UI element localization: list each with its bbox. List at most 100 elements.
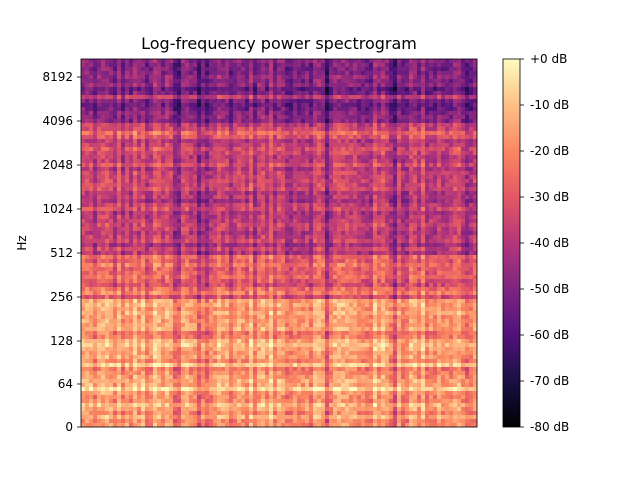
spectrogram-cell bbox=[469, 243, 474, 248]
spectrogram-cell bbox=[445, 143, 450, 148]
spectrogram-cell bbox=[257, 127, 262, 132]
spectrogram-cell bbox=[449, 123, 454, 128]
spectrogram-cell bbox=[129, 75, 134, 80]
spectrogram-cell bbox=[405, 83, 410, 88]
spectrogram-cell bbox=[101, 147, 106, 152]
spectrogram-cell bbox=[281, 67, 286, 72]
spectrogram-cell bbox=[353, 171, 358, 176]
spectrogram-cell bbox=[193, 131, 198, 136]
spectrogram-cell bbox=[225, 119, 230, 124]
spectrogram-cell bbox=[113, 159, 118, 164]
spectrogram-cell bbox=[437, 219, 442, 224]
spectrogram-cell bbox=[385, 123, 390, 128]
spectrogram-cell bbox=[445, 115, 450, 120]
spectrogram-cell bbox=[441, 219, 446, 224]
spectrogram-cell bbox=[297, 131, 302, 136]
spectrogram-cell bbox=[177, 239, 182, 244]
spectrogram-cell bbox=[377, 231, 382, 236]
spectrogram-cell bbox=[185, 83, 190, 88]
spectrogram-cell bbox=[169, 235, 174, 240]
spectrogram-cell bbox=[389, 243, 394, 248]
spectrogram-cell bbox=[469, 223, 474, 228]
spectrogram-cell bbox=[285, 163, 290, 168]
spectrogram-cell bbox=[137, 215, 142, 220]
spectrogram-cell bbox=[425, 239, 430, 244]
spectrogram-cell bbox=[453, 127, 458, 132]
spectrogram-cell bbox=[321, 155, 326, 160]
spectrogram-cell bbox=[369, 243, 374, 248]
spectrogram-cell bbox=[433, 171, 438, 176]
spectrogram-cell bbox=[89, 179, 94, 184]
spectrogram-cell bbox=[389, 191, 394, 196]
spectrogram-cell bbox=[333, 155, 338, 160]
spectrogram-cell bbox=[341, 159, 346, 164]
spectrogram-cell bbox=[257, 163, 262, 168]
spectrogram-cell bbox=[149, 247, 154, 252]
spectrogram-cell bbox=[141, 215, 146, 220]
spectrogram-cell bbox=[249, 155, 254, 160]
spectrogram-cell bbox=[365, 103, 370, 108]
spectrogram-cell bbox=[197, 107, 202, 112]
spectrogram-cell bbox=[121, 243, 126, 248]
spectrogram-cell bbox=[465, 115, 470, 120]
spectrogram-cell bbox=[337, 115, 342, 120]
spectrogram-cell bbox=[241, 235, 246, 240]
spectrogram-cell bbox=[157, 211, 162, 216]
spectrogram-cell bbox=[249, 203, 254, 208]
spectrogram-cell bbox=[241, 75, 246, 80]
spectrogram-cell bbox=[289, 71, 294, 76]
spectrogram-cell bbox=[405, 151, 410, 156]
spectrogram-cell bbox=[233, 159, 238, 164]
spectrogram-cell bbox=[321, 195, 326, 200]
spectrogram-cell bbox=[97, 107, 102, 112]
spectrogram-cell bbox=[465, 75, 470, 80]
spectrogram-cell bbox=[285, 83, 290, 88]
spectrogram-cell bbox=[277, 239, 282, 244]
spectrogram-cell bbox=[385, 103, 390, 108]
spectrogram-cell bbox=[297, 183, 302, 188]
spectrogram-cell bbox=[133, 171, 138, 176]
spectrogram-cell bbox=[397, 99, 402, 104]
spectrogram-cell bbox=[257, 167, 262, 172]
spectrogram-cell bbox=[125, 127, 130, 132]
spectrogram-cell bbox=[309, 203, 314, 208]
spectrogram-cell bbox=[137, 219, 142, 224]
spectrogram-cell bbox=[441, 183, 446, 188]
spectrogram-cell bbox=[265, 251, 270, 256]
spectrogram-cell bbox=[297, 255, 302, 260]
spectrogram-cell bbox=[109, 75, 114, 80]
spectrogram-cell bbox=[249, 91, 254, 96]
spectrogram-cell bbox=[377, 183, 382, 188]
spectrogram-cell bbox=[137, 123, 142, 128]
spectrogram-cell bbox=[173, 131, 178, 136]
spectrogram-cell bbox=[325, 151, 330, 156]
spectrogram-cell bbox=[333, 147, 338, 152]
spectrogram-cell bbox=[465, 243, 470, 248]
spectrogram-cell bbox=[93, 123, 98, 128]
spectrogram-cell bbox=[161, 107, 166, 112]
spectrogram-cell bbox=[181, 187, 186, 192]
spectrogram-cell bbox=[369, 211, 374, 216]
spectrogram-cell bbox=[265, 211, 270, 216]
spectrogram-cell bbox=[189, 87, 194, 92]
spectrogram-cell bbox=[341, 115, 346, 120]
spectrogram-cell bbox=[465, 83, 470, 88]
spectrogram-cell bbox=[309, 247, 314, 252]
spectrogram-cell bbox=[377, 99, 382, 104]
spectrogram-cell bbox=[445, 59, 450, 64]
spectrogram-cell bbox=[173, 247, 178, 252]
spectrogram-cell bbox=[117, 207, 122, 212]
spectrogram-cell bbox=[145, 163, 150, 168]
spectrogram-cell bbox=[309, 67, 314, 72]
spectrogram-cell bbox=[233, 251, 238, 256]
spectrogram-cell bbox=[393, 223, 398, 228]
spectrogram-cell bbox=[229, 99, 234, 104]
spectrogram-cell bbox=[205, 75, 210, 80]
spectrogram-cell bbox=[273, 99, 278, 104]
spectrogram-cell bbox=[397, 75, 402, 80]
spectrogram-cell bbox=[341, 171, 346, 176]
spectrogram-cell bbox=[121, 111, 126, 116]
spectrogram-cell bbox=[317, 187, 322, 192]
spectrogram-cell bbox=[261, 175, 266, 180]
spectrogram-cell bbox=[373, 67, 378, 72]
